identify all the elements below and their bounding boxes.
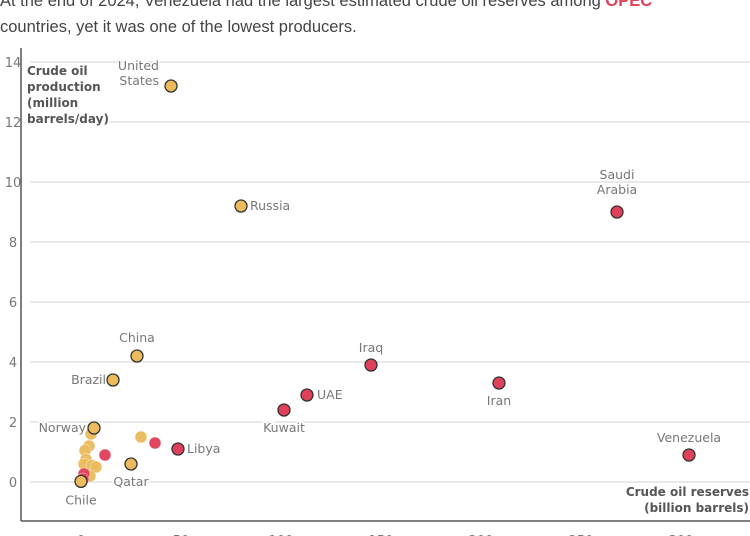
point-label: China	[119, 330, 155, 345]
point-label: Iraq	[359, 340, 383, 355]
point-qatar	[124, 457, 138, 471]
subtitle-opec-highlight: OPEC	[605, 0, 653, 10]
data-point	[134, 430, 148, 444]
point-russia	[234, 199, 248, 213]
y-tick-label: 8	[9, 236, 17, 251]
subtitle-line2: countries, yet it was one of the lowest …	[0, 18, 357, 36]
point-label: Brazil	[71, 372, 106, 387]
point-label: Libya	[187, 441, 220, 456]
y-tick-label: 6	[9, 296, 17, 311]
y-tick-label: 0	[9, 476, 17, 491]
point-label: UAE	[317, 387, 343, 402]
y-tick-label: 14	[5, 56, 22, 71]
x-tick-label: 250	[569, 534, 594, 536]
x-axis-title: Crude oil reserves	[626, 485, 749, 499]
x-tick-label: 0	[77, 534, 85, 536]
point-chile	[74, 474, 88, 489]
point-label: Saudi	[600, 167, 635, 182]
point-label: Iran	[487, 393, 511, 408]
point-iran	[492, 376, 506, 390]
point-venezuela	[682, 448, 696, 462]
point-united-states	[164, 79, 178, 93]
point-label: States	[119, 73, 159, 88]
point-saudi-arabia	[610, 205, 624, 219]
point-libya	[171, 442, 185, 456]
point-label: United	[118, 58, 159, 73]
x-axis-title: (billion barrels)	[644, 501, 749, 515]
point-label: Venezuela	[657, 430, 721, 445]
point-label: Norway	[39, 420, 87, 435]
x-tick-label: 50	[173, 534, 190, 536]
point-uae	[300, 388, 314, 402]
point-label: Russia	[250, 198, 290, 213]
point-kuwait	[277, 403, 291, 417]
data-point	[148, 436, 162, 450]
y-tick-label: 10	[5, 176, 22, 191]
y-axis-title: Crude oil	[27, 64, 88, 78]
y-axis-title: (million	[27, 96, 78, 110]
point-label: Qatar	[113, 474, 149, 489]
x-tick-label: 100	[269, 534, 294, 536]
point-norway	[87, 421, 101, 435]
y-tick-label: 12	[5, 116, 22, 131]
point-iraq	[364, 358, 378, 372]
x-tick-label: 150	[369, 534, 394, 536]
chart-subtitle: At the end of 2024, Venezuela had the la…	[0, 0, 750, 40]
point-label: Arabia	[597, 182, 637, 197]
y-tick-label: 4	[9, 356, 17, 371]
x-tick-label: 300	[669, 534, 694, 536]
subtitle-line1: At the end of 2024, Venezuela had the la…	[0, 0, 606, 10]
point-label: Kuwait	[263, 420, 305, 435]
y-tick-label: 2	[9, 416, 17, 431]
point-brazil	[106, 373, 120, 387]
x-tick-label: 200	[469, 534, 494, 536]
y-axis-title: barrels/day)	[27, 112, 109, 126]
point-label: Chile	[65, 492, 97, 507]
data-point	[98, 448, 112, 462]
point-china	[130, 349, 144, 363]
y-axis-title: production	[27, 80, 101, 94]
data-point	[89, 460, 103, 474]
